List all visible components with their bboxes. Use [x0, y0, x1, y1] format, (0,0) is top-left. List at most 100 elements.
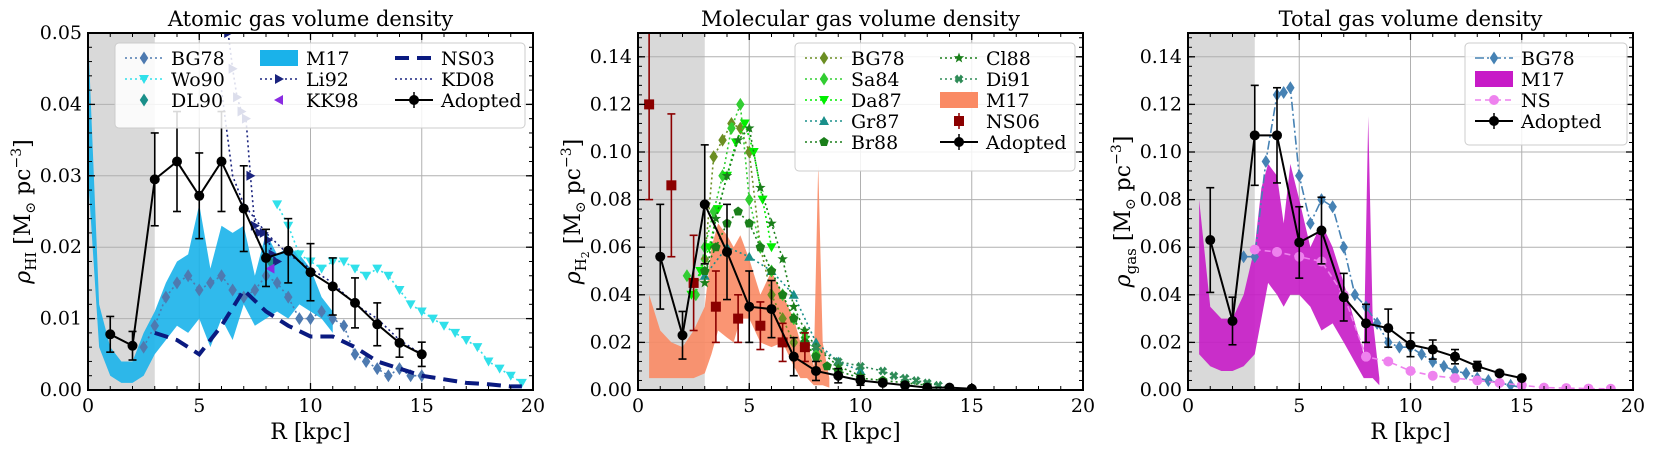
data-point: [766, 266, 777, 276]
panel-title: Molecular gas volume density: [701, 7, 1020, 31]
legend-label: Li92: [306, 69, 349, 91]
data-point: [736, 97, 745, 111]
data-point: [246, 170, 256, 181]
legend-entry: M17: [940, 90, 1030, 112]
data-point: [855, 375, 866, 386]
data-point: [105, 329, 116, 340]
y-tick-label: 0.02: [40, 236, 82, 258]
legend-entry: Da87: [805, 90, 902, 112]
data-point: [733, 313, 744, 324]
legend-entry: KD08: [395, 69, 495, 91]
series-line: [142, 274, 422, 377]
data-point: [273, 256, 283, 267]
data-point: [505, 371, 516, 381]
legend-label: KD08: [441, 69, 495, 91]
data-point: [1261, 155, 1271, 169]
y-tick-label: 0.08: [1140, 189, 1182, 211]
plot-area: [644, 33, 977, 390]
data-point: [450, 328, 461, 338]
data-point: [736, 121, 745, 135]
series-ns03: [154, 286, 522, 389]
y-tick-label: 0.04: [1140, 284, 1182, 306]
data-point: [811, 365, 821, 376]
y-tick-label: 0.04: [590, 284, 632, 306]
y-tick-label: 0.00: [40, 379, 82, 401]
legend-swatch: [940, 92, 978, 108]
legend-label: Da87: [851, 90, 902, 112]
data-point: [788, 351, 799, 362]
legend-entry: Wo90: [125, 69, 225, 91]
data-point: [1294, 237, 1305, 248]
data-point: [699, 270, 710, 280]
data-point: [1450, 351, 1460, 362]
x-tick-label: 20: [521, 395, 545, 417]
legend-label: Adopted: [985, 132, 1067, 154]
y-tick-label: 0.12: [590, 93, 632, 115]
series-adopted: [655, 144, 977, 390]
data-point: [856, 361, 865, 371]
data-point: [1494, 368, 1505, 379]
legend-marker: [954, 116, 964, 126]
y-tick-label: 0.00: [590, 379, 632, 401]
legend-label: Br88: [851, 132, 898, 154]
series-di91: [811, 342, 954, 390]
legend-label: KK98: [306, 90, 359, 112]
y-tick-label: 0.02: [1140, 331, 1182, 353]
data-point: [778, 312, 787, 326]
data-point: [317, 304, 326, 318]
legend-label: Cl88: [986, 48, 1031, 70]
data-point: [1249, 244, 1260, 255]
legend-label: NS: [1521, 90, 1551, 112]
data-point: [744, 301, 755, 312]
data-point: [384, 369, 393, 383]
data-point: [284, 290, 293, 304]
data-point: [1295, 169, 1304, 183]
data-point: [339, 319, 349, 333]
y-tick-label: 0.12: [1140, 93, 1182, 115]
data-point: [877, 377, 888, 388]
band-m17: [649, 163, 830, 388]
data-point: [677, 330, 688, 341]
y-tick-label: 0.10: [590, 141, 632, 163]
data-point: [1306, 216, 1315, 230]
data-point: [1383, 323, 1394, 334]
y-axis-label: ρgas [M⊙ pc−3]: [1109, 136, 1140, 289]
panel-title: Total gas volume density: [1279, 7, 1543, 31]
plot-area: [1199, 81, 1616, 390]
legend-label: DL90: [171, 90, 223, 112]
data-point: [1328, 200, 1337, 214]
x-tick-label: 5: [743, 395, 755, 417]
data-point: [183, 269, 193, 283]
data-point: [1361, 351, 1371, 362]
data-point: [1395, 340, 1404, 354]
data-point: [250, 283, 260, 297]
data-point: [732, 134, 744, 145]
data-point: [744, 251, 755, 261]
data-point: [372, 319, 383, 330]
data-point: [149, 174, 160, 185]
data-point: [710, 213, 722, 224]
data-point: [161, 290, 171, 304]
x-tick-label: 15: [960, 395, 984, 417]
data-point: [788, 301, 799, 312]
data-point: [1339, 240, 1348, 254]
data-point: [710, 301, 721, 312]
x-axis-label: R [kpc]: [1370, 420, 1450, 445]
legend-entry: DL90: [139, 90, 223, 112]
legend-label: BG78: [851, 48, 905, 70]
data-point: [1316, 225, 1327, 236]
data-point: [1450, 373, 1460, 384]
data-point: [1249, 130, 1260, 141]
data-point: [216, 156, 227, 167]
data-point: [316, 264, 327, 274]
legend-entry: Adopted: [940, 132, 1067, 154]
legend-marker: [275, 74, 284, 84]
x-tick-label: 15: [1510, 395, 1534, 417]
legend-marker: [954, 74, 964, 84]
data-point: [394, 286, 405, 296]
data-point: [766, 217, 777, 228]
legend-label: Gr87: [851, 111, 899, 133]
data-point: [1279, 86, 1288, 99]
